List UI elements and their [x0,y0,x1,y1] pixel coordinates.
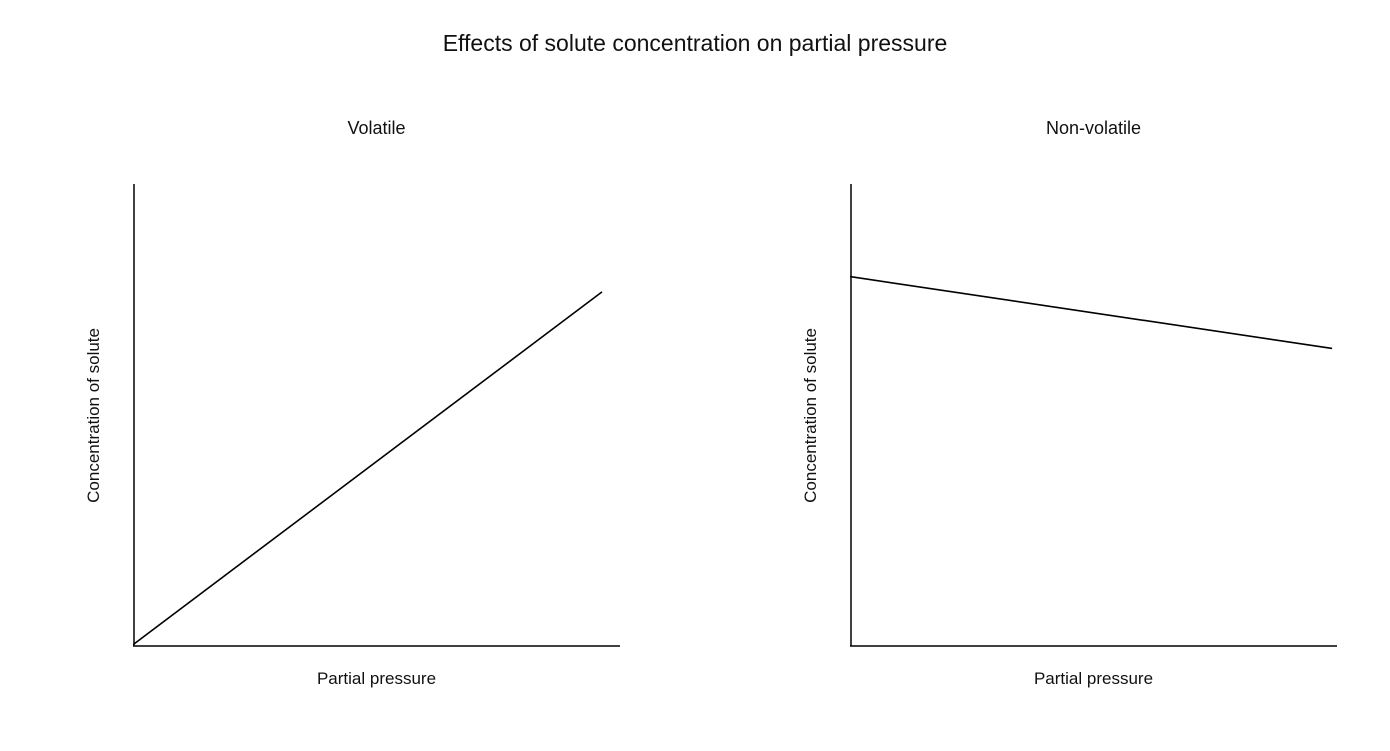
nonvolatile-x-axis-label: Partial pressure [1033,669,1154,688]
volatile-y-axis-label: Concentration of solute [84,328,103,503]
volatile-plot [133,184,620,647]
nonvolatile-chart-body: Concentration of solute [772,184,1337,647]
volatile-chart-title: Volatile [347,118,406,138]
volatile-chart: Volatile Concentration of solute Partial… [55,118,620,689]
page-title: Effects of solute concentration on parti… [442,30,948,56]
volatile-x-axis-label: Partial pressure [316,669,437,688]
data-line [133,291,603,646]
nonvolatile-chart-title: Non-volatile [1045,118,1142,138]
volatile-chart-body: Concentration of solute [55,184,620,647]
nonvolatile-y-axis-label: Concentration of solute [801,328,820,503]
nonvolatile-chart: Non-volatile Concentration of solute Par… [772,118,1337,689]
data-line [850,275,1333,350]
nonvolatile-plot [850,184,1337,647]
